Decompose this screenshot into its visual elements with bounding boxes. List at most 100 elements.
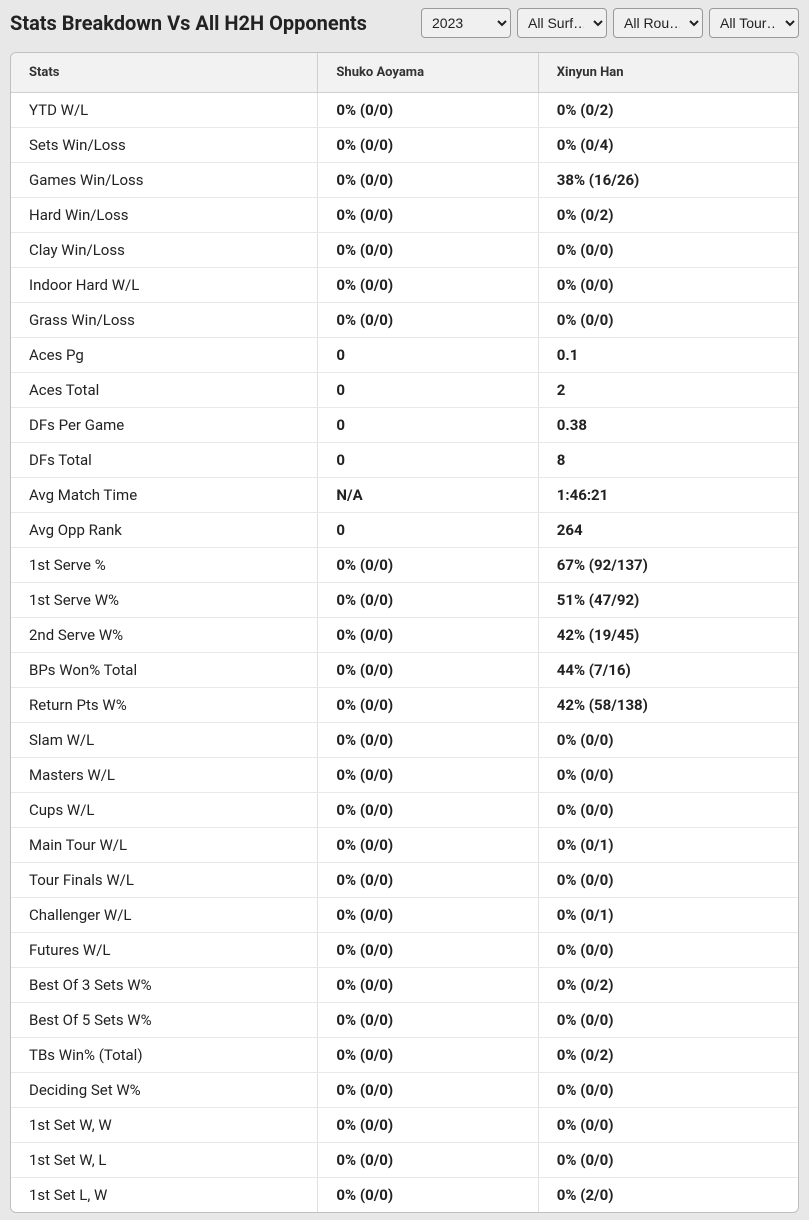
table-row: Grass Win/Loss0% (0/0)0% (0/0) [11,303,798,338]
table-row: Challenger W/L0% (0/0)0% (0/1) [11,898,798,933]
player2-value: 264 [538,513,798,548]
header-bar: Stats Breakdown Vs All H2H Opponents 202… [0,0,809,46]
table-row: Cups W/L0% (0/0)0% (0/0) [11,793,798,828]
player2-value: 44% (7/16) [538,653,798,688]
player1-value: 0% (0/0) [318,688,538,723]
stat-label: Games Win/Loss [11,163,318,198]
player2-value: 0% (0/0) [538,268,798,303]
stat-label: Masters W/L [11,758,318,793]
table-row: DFs Per Game00.38 [11,408,798,443]
player2-value: 2 [538,373,798,408]
player2-value: 0% (0/0) [538,1143,798,1178]
player1-value: 0% (0/0) [318,723,538,758]
table-row: 1st Set L, W0% (0/0)0% (2/0) [11,1178,798,1213]
player2-value: 0% (0/0) [538,233,798,268]
player1-value: 0% (0/0) [318,268,538,303]
table-row: 1st Serve W%0% (0/0)51% (47/92) [11,583,798,618]
player2-value: 0% (0/2) [538,93,798,128]
stat-label: Avg Opp Rank [11,513,318,548]
player2-value: 0% (2/0) [538,1178,798,1213]
stat-label: Main Tour W/L [11,828,318,863]
table-row: BPs Won% Total0% (0/0)44% (7/16) [11,653,798,688]
player1-value: 0 [318,373,538,408]
player1-value: 0% (0/0) [318,653,538,688]
player2-value: 0% (0/1) [538,898,798,933]
stat-label: Cups W/L [11,793,318,828]
table-row: Tour Finals W/L0% (0/0)0% (0/0) [11,863,798,898]
table-header-row: Stats Shuko Aoyama Xinyun Han [11,53,798,93]
table-row: Best Of 5 Sets W%0% (0/0)0% (0/0) [11,1003,798,1038]
player2-value: 51% (47/92) [538,583,798,618]
year-select[interactable]: 2023 [421,8,511,38]
page-title: Stats Breakdown Vs All H2H Opponents [10,11,367,35]
player2-value: 42% (19/45) [538,618,798,653]
stats-table: Stats Shuko Aoyama Xinyun Han YTD W/L0% … [11,53,798,1212]
stat-label: 1st Serve W% [11,583,318,618]
column-header-player2: Xinyun Han [538,53,798,93]
stat-label: Grass Win/Loss [11,303,318,338]
table-row: Best Of 3 Sets W%0% (0/0)0% (0/2) [11,968,798,1003]
player2-value: 0% (0/0) [538,793,798,828]
table-row: Avg Match TimeN/A1:46:21 [11,478,798,513]
player1-value: 0% (0/0) [318,1038,538,1073]
table-row: Masters W/L0% (0/0)0% (0/0) [11,758,798,793]
table-row: Clay Win/Loss0% (0/0)0% (0/0) [11,233,798,268]
player2-value: 42% (58/138) [538,688,798,723]
table-row: Games Win/Loss0% (0/0)38% (16/26) [11,163,798,198]
player1-value: 0% (0/0) [318,1178,538,1213]
stat-label: Aces Total [11,373,318,408]
table-row: Return Pts W%0% (0/0)42% (58/138) [11,688,798,723]
player1-value: 0% (0/0) [318,128,538,163]
player1-value: 0% (0/0) [318,758,538,793]
player1-value: 0% (0/0) [318,618,538,653]
player2-value: 0% (0/1) [538,828,798,863]
player2-value: 0% (0/0) [538,1003,798,1038]
player1-value: 0% (0/0) [318,898,538,933]
player2-value: 8 [538,443,798,478]
player1-value: 0 [318,443,538,478]
player2-value: 0% (0/0) [538,933,798,968]
stat-label: Indoor Hard W/L [11,268,318,303]
player1-value: 0% (0/0) [318,93,538,128]
player1-value: 0% (0/0) [318,968,538,1003]
round-select[interactable]: All Rou… [613,8,703,38]
column-header-player1: Shuko Aoyama [318,53,538,93]
stat-label: Slam W/L [11,723,318,758]
player2-value: 0.38 [538,408,798,443]
stat-label: TBs Win% (Total) [11,1038,318,1073]
table-row: TBs Win% (Total)0% (0/0)0% (0/2) [11,1038,798,1073]
stat-label: 1st Serve % [11,548,318,583]
tour-select[interactable]: All Tour… [709,8,799,38]
stat-label: Best Of 5 Sets W% [11,1003,318,1038]
surface-select[interactable]: All Surf… [517,8,607,38]
player2-value: 0% (0/2) [538,198,798,233]
table-row: 1st Set W, L0% (0/0)0% (0/0) [11,1143,798,1178]
player2-value: 0% (0/0) [538,863,798,898]
player2-value: 67% (92/137) [538,548,798,583]
player2-value: 0% (0/4) [538,128,798,163]
table-row: Indoor Hard W/L0% (0/0)0% (0/0) [11,268,798,303]
player2-value: 0% (0/0) [538,303,798,338]
filters-group: 2023 All Surf… All Rou… All Tour… [421,8,799,38]
player1-value: 0% (0/0) [318,933,538,968]
stat-label: Aces Pg [11,338,318,373]
player1-value: N/A [318,478,538,513]
stat-label: BPs Won% Total [11,653,318,688]
player2-value: 0.1 [538,338,798,373]
player1-value: 0% (0/0) [318,233,538,268]
stats-table-body: YTD W/L0% (0/0)0% (0/2)Sets Win/Loss0% (… [11,93,798,1213]
table-row: Avg Opp Rank0264 [11,513,798,548]
player2-value: 38% (16/26) [538,163,798,198]
player1-value: 0 [318,338,538,373]
player1-value: 0% (0/0) [318,303,538,338]
stat-label: DFs Total [11,443,318,478]
player2-value: 0% (0/0) [538,723,798,758]
stat-label: 1st Set W, L [11,1143,318,1178]
player1-value: 0 [318,408,538,443]
table-row: 1st Set W, W0% (0/0)0% (0/0) [11,1108,798,1143]
stat-label: DFs Per Game [11,408,318,443]
table-row: Futures W/L0% (0/0)0% (0/0) [11,933,798,968]
table-row: Aces Pg00.1 [11,338,798,373]
player1-value: 0 [318,513,538,548]
column-header-stats: Stats [11,53,318,93]
